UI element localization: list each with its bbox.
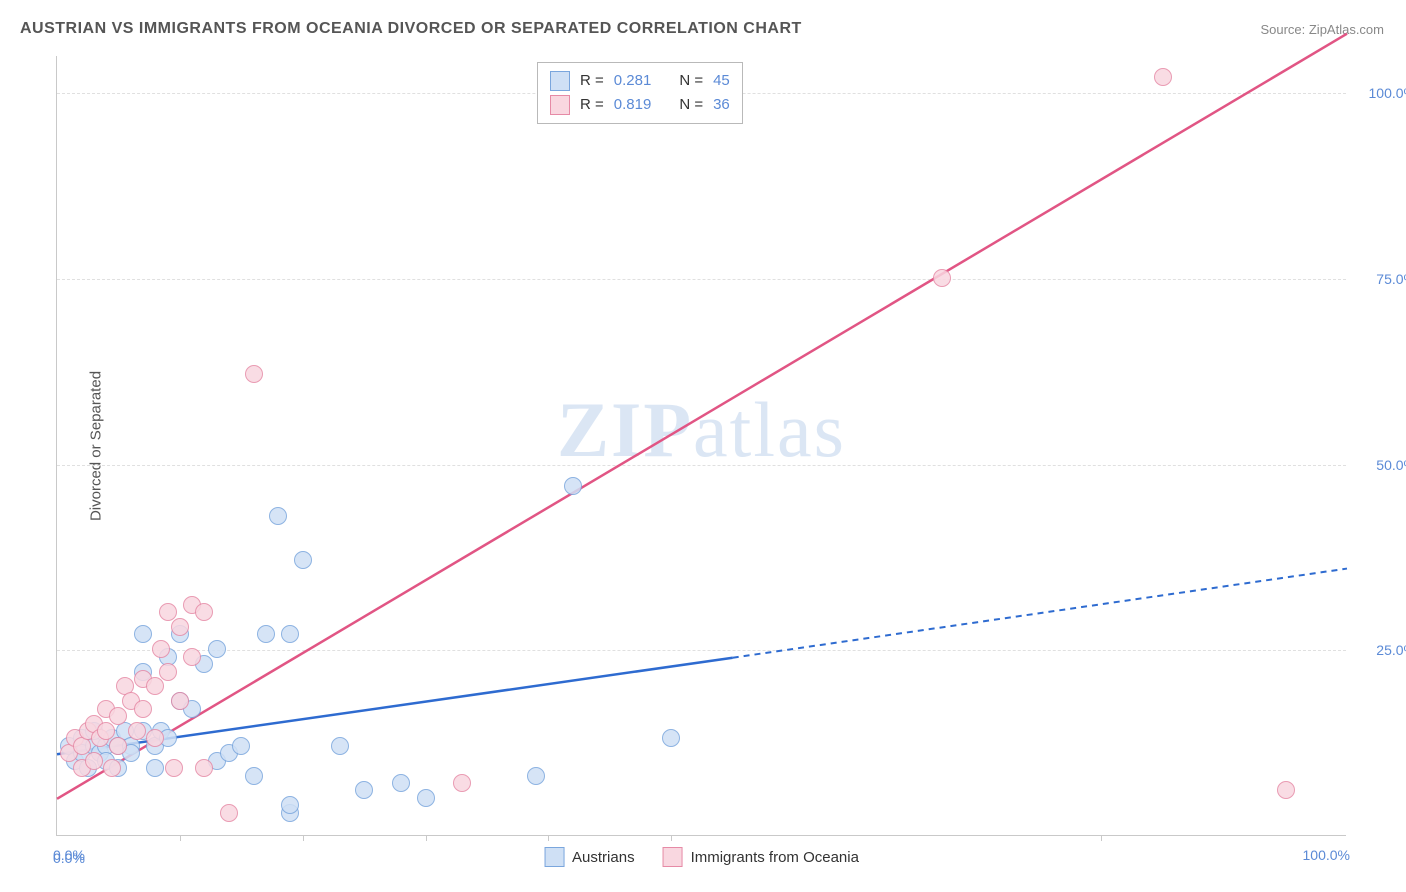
data-point (294, 551, 312, 569)
data-point (269, 507, 287, 525)
data-point (183, 648, 201, 666)
data-point (159, 663, 177, 681)
legend-r-value: 0.819 (614, 93, 652, 117)
data-point (97, 722, 115, 740)
y-tick-label: 50.0% (1356, 457, 1406, 473)
data-point (134, 700, 152, 718)
legend-swatch (550, 95, 570, 115)
data-point (152, 640, 170, 658)
data-point (281, 625, 299, 643)
data-point (103, 759, 121, 777)
data-point (245, 767, 263, 785)
data-point (220, 804, 238, 822)
data-point (355, 781, 373, 799)
x-tick-mark (671, 835, 672, 841)
x-tick-mark (303, 835, 304, 841)
data-point (392, 774, 410, 792)
data-point (159, 603, 177, 621)
legend-correlation: R = 0.281 N = 45 R = 0.819 N = 36 (537, 62, 743, 124)
data-point (208, 640, 226, 658)
data-point (109, 707, 127, 725)
legend-r-label: R = (580, 69, 604, 93)
x-tick-label: 0.0% (53, 847, 85, 863)
x-tick-mark (180, 835, 181, 841)
legend-n-label: N = (679, 93, 703, 117)
scatter-plot: Divorced or Separated ZIPatlas 0.0%25.0%… (56, 56, 1346, 836)
legend-row: R = 0.819 N = 36 (550, 93, 730, 117)
data-point (331, 737, 349, 755)
data-point (1277, 781, 1295, 799)
data-point (564, 477, 582, 495)
legend-series: Austrians Immigrants from Oceania (544, 847, 859, 867)
y-axis-label: Divorced or Separated (88, 370, 105, 520)
y-tick-label: 100.0% (1356, 85, 1406, 101)
y-tick-label: 25.0% (1356, 642, 1406, 658)
data-point (109, 737, 127, 755)
data-point (1154, 68, 1172, 86)
regression-lines (57, 56, 1346, 835)
x-tick-mark (548, 835, 549, 841)
data-point (171, 692, 189, 710)
data-point (281, 796, 299, 814)
data-point (662, 729, 680, 747)
data-point (417, 789, 435, 807)
gridline (57, 650, 1346, 651)
x-tick-label: 100.0% (1303, 847, 1350, 863)
legend-series-item: Immigrants from Oceania (663, 847, 859, 867)
data-point (146, 677, 164, 695)
data-point (134, 625, 152, 643)
x-tick-mark (426, 835, 427, 841)
legend-swatch (550, 71, 570, 91)
legend-swatch (544, 847, 564, 867)
data-point (195, 759, 213, 777)
source-name: ZipAtlas.com (1309, 22, 1384, 37)
data-point (171, 618, 189, 636)
legend-n-label: N = (679, 69, 703, 93)
legend-n-value: 45 (713, 69, 730, 93)
legend-row: R = 0.281 N = 45 (550, 69, 730, 93)
data-point (933, 269, 951, 287)
data-point (165, 759, 183, 777)
legend-n-value: 36 (713, 93, 730, 117)
source-label: Source: ZipAtlas.com (1260, 22, 1384, 37)
data-point (146, 729, 164, 747)
legend-r-value: 0.281 (614, 69, 652, 93)
data-point (146, 759, 164, 777)
y-tick-label: 75.0% (1356, 271, 1406, 287)
regression-line-dashed (733, 569, 1347, 658)
data-point (195, 603, 213, 621)
x-tick-mark (1101, 835, 1102, 841)
data-point (232, 737, 250, 755)
gridline (57, 279, 1346, 280)
gridline (57, 465, 1346, 466)
source-prefix: Source: (1260, 22, 1308, 37)
legend-series-label: Immigrants from Oceania (691, 849, 859, 866)
data-point (527, 767, 545, 785)
data-point (257, 625, 275, 643)
data-point (245, 365, 263, 383)
watermark: ZIPatlas (557, 385, 846, 475)
legend-series-label: Austrians (572, 849, 635, 866)
data-point (128, 722, 146, 740)
regression-line-solid (57, 34, 1347, 799)
legend-series-item: Austrians (544, 847, 635, 867)
legend-swatch (663, 847, 683, 867)
data-point (85, 752, 103, 770)
legend-r-label: R = (580, 93, 604, 117)
data-point (453, 774, 471, 792)
watermark-bold: ZIP (557, 386, 693, 473)
watermark-light: atlas (693, 386, 846, 473)
chart-title: AUSTRIAN VS IMMIGRANTS FROM OCEANIA DIVO… (20, 20, 802, 38)
